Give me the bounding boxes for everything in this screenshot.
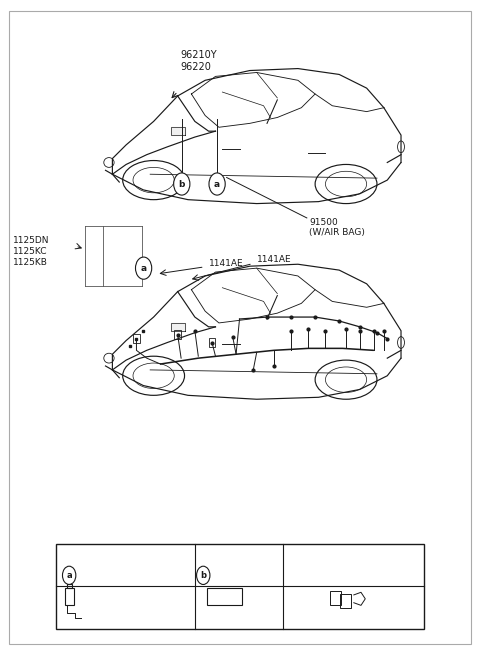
Polygon shape [171, 127, 184, 135]
Circle shape [62, 566, 76, 584]
Text: 1125DN
1125KC
1125KB: 1125DN 1125KC 1125KB [13, 236, 50, 267]
Text: 96210Y
96220: 96210Y 96220 [180, 50, 217, 72]
Text: b: b [200, 571, 206, 580]
Text: a: a [214, 179, 220, 189]
Text: 91590S
91116C: 91590S 91116C [80, 587, 112, 607]
Bar [174, 330, 181, 339]
Bar [209, 338, 216, 347]
Bar [56, 544, 424, 629]
Text: 1141AE: 1141AE [209, 259, 244, 268]
Text: 81634A: 81634A [335, 571, 372, 580]
Circle shape [209, 173, 225, 195]
Text: a: a [141, 264, 147, 272]
Text: b: b [179, 179, 185, 189]
Circle shape [197, 566, 210, 584]
Text: a: a [66, 571, 72, 580]
Bar [206, 588, 242, 605]
Polygon shape [171, 323, 184, 331]
Bar [65, 588, 74, 605]
Text: 1141AE: 1141AE [257, 255, 292, 264]
Bar [133, 334, 140, 343]
Circle shape [135, 257, 152, 279]
Text: 91500
(W/AIR BAG): 91500 (W/AIR BAG) [309, 218, 365, 237]
Bar [67, 584, 72, 588]
Circle shape [174, 173, 190, 195]
Bar [340, 593, 351, 608]
Text: 91518: 91518 [215, 571, 245, 580]
Bar [330, 591, 341, 605]
